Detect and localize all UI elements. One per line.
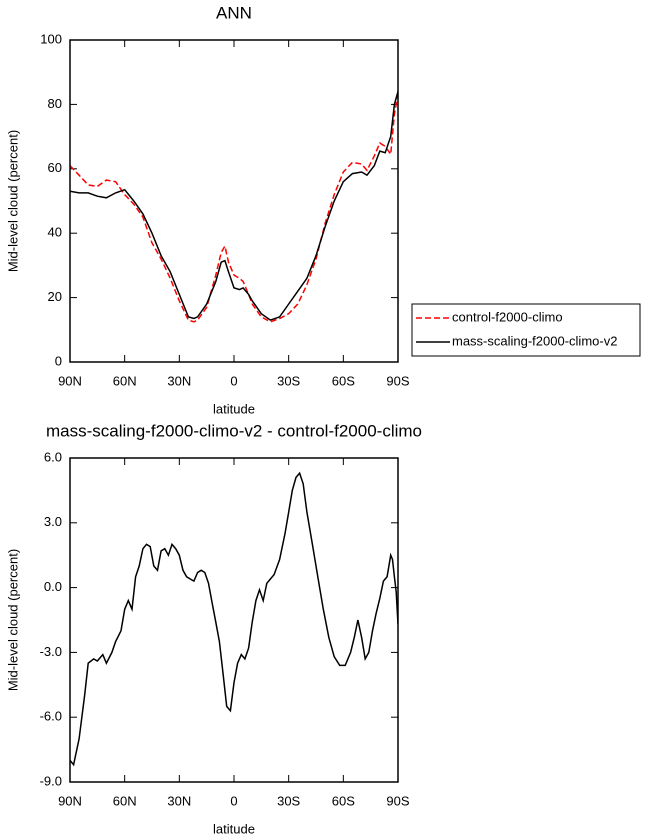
chart-title: mass-scaling-f2000-climo-v2 - control-f2… <box>46 421 422 440</box>
legend-label: control-f2000-climo <box>452 309 563 324</box>
y-tick-label: -3.0 <box>40 644 62 659</box>
x-tick-label: 60S <box>332 793 355 808</box>
x-tick-label: 0 <box>230 373 237 388</box>
x-tick-label: 90S <box>386 373 409 388</box>
legend-label: mass-scaling-f2000-climo-v2 <box>452 333 617 348</box>
x-axis-label: latitude <box>213 401 255 416</box>
x-tick-label: 30N <box>167 793 191 808</box>
y-tick-label: 0.0 <box>44 579 62 594</box>
y-tick-label: 20 <box>48 289 62 304</box>
y-tick-label: 100 <box>40 31 62 46</box>
x-tick-label: 30S <box>277 373 300 388</box>
y-tick-label: 40 <box>48 225 62 240</box>
y-axis-label: Mid-level cloud (percent) <box>5 130 20 272</box>
y-tick-label: -9.0 <box>40 773 62 788</box>
x-tick-label: 0 <box>230 793 237 808</box>
x-tick-label: 60S <box>332 373 355 388</box>
x-tick-label: 90N <box>58 373 82 388</box>
y-axis-label: Mid-level cloud (percent) <box>5 549 20 691</box>
x-axis-label: latitude <box>213 821 255 836</box>
x-tick-label: 60N <box>113 373 137 388</box>
plot-frame <box>69 39 399 363</box>
data-line <box>70 471 398 767</box>
legend-box <box>411 303 641 357</box>
y-tick-label: 80 <box>48 96 62 111</box>
y-tick-label: -6.0 <box>40 709 62 724</box>
x-tick-label: 30N <box>167 373 191 388</box>
y-tick-label: 6.0 <box>44 449 62 464</box>
plot-frame <box>69 457 399 783</box>
y-tick-label: 60 <box>48 160 62 175</box>
data-line <box>70 94 398 323</box>
x-tick-label: 30S <box>277 793 300 808</box>
x-tick-label: 90S <box>386 793 409 808</box>
chart-title: ANN <box>216 3 252 22</box>
x-tick-label: 60N <box>113 793 137 808</box>
x-tick-label: 90N <box>58 793 82 808</box>
data-line <box>70 91 398 321</box>
y-tick-label: 3.0 <box>44 514 62 529</box>
y-tick-label: 0 <box>55 353 62 368</box>
